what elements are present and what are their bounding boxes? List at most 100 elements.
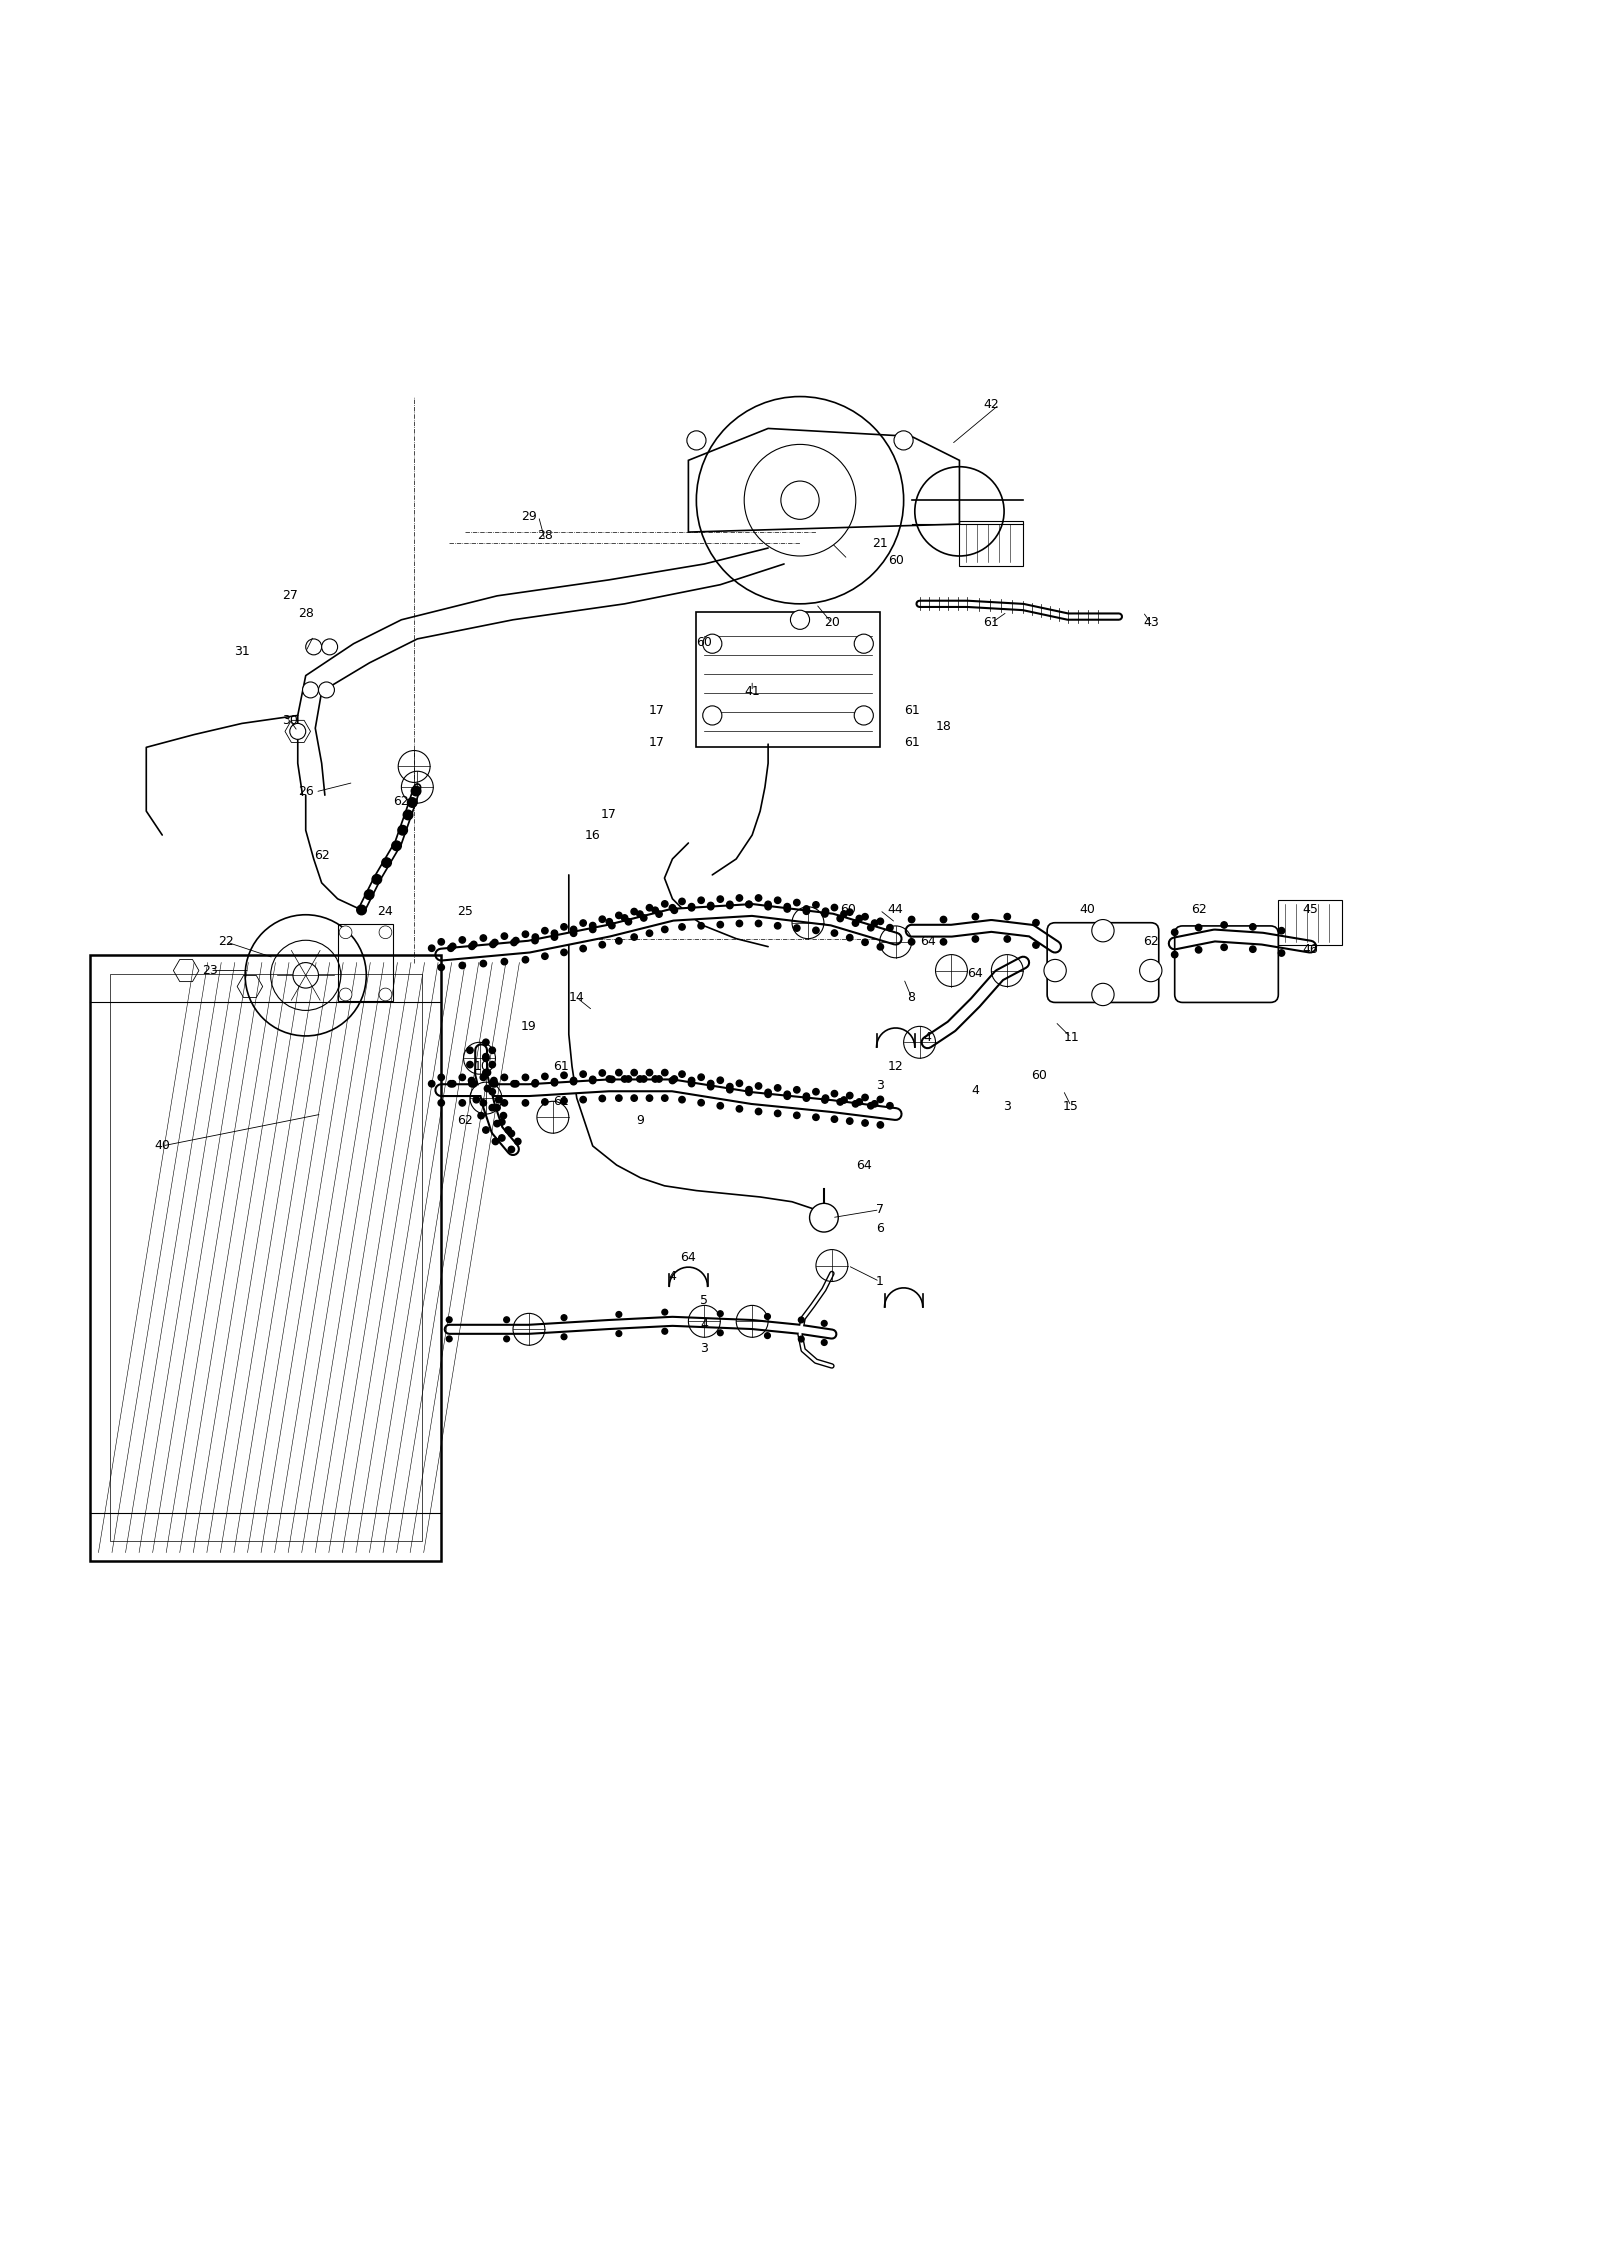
Circle shape bbox=[469, 1080, 475, 1087]
Circle shape bbox=[794, 899, 800, 906]
Circle shape bbox=[717, 1078, 723, 1083]
Circle shape bbox=[446, 1318, 453, 1322]
Circle shape bbox=[598, 1096, 605, 1101]
Circle shape bbox=[1250, 947, 1256, 951]
Circle shape bbox=[382, 859, 392, 868]
Circle shape bbox=[322, 640, 338, 655]
Circle shape bbox=[509, 1146, 515, 1153]
Circle shape bbox=[877, 918, 883, 924]
Text: 10: 10 bbox=[474, 1060, 490, 1073]
Circle shape bbox=[755, 1083, 762, 1089]
Circle shape bbox=[832, 1116, 838, 1123]
Text: 64: 64 bbox=[680, 1252, 696, 1263]
Circle shape bbox=[688, 904, 694, 911]
Circle shape bbox=[459, 963, 466, 970]
Circle shape bbox=[678, 1071, 685, 1078]
Circle shape bbox=[616, 1069, 622, 1076]
Circle shape bbox=[504, 1318, 509, 1322]
Text: 64: 64 bbox=[920, 936, 936, 949]
Circle shape bbox=[698, 1101, 704, 1105]
Circle shape bbox=[1278, 927, 1285, 933]
Circle shape bbox=[973, 936, 979, 942]
Circle shape bbox=[616, 1311, 622, 1318]
Circle shape bbox=[707, 904, 714, 911]
Circle shape bbox=[867, 1103, 874, 1110]
Circle shape bbox=[717, 1311, 723, 1318]
Circle shape bbox=[853, 1101, 859, 1107]
Circle shape bbox=[736, 1080, 742, 1087]
Circle shape bbox=[512, 938, 518, 945]
Circle shape bbox=[606, 918, 613, 924]
Text: 28: 28 bbox=[538, 529, 554, 542]
Circle shape bbox=[501, 933, 507, 940]
Circle shape bbox=[509, 1130, 515, 1137]
Circle shape bbox=[842, 911, 846, 918]
Circle shape bbox=[803, 1094, 810, 1101]
Circle shape bbox=[784, 906, 790, 913]
Circle shape bbox=[630, 909, 637, 915]
Circle shape bbox=[483, 1040, 490, 1046]
Circle shape bbox=[459, 1074, 466, 1080]
Circle shape bbox=[726, 1087, 733, 1094]
Circle shape bbox=[872, 1101, 878, 1107]
Text: 45: 45 bbox=[1302, 904, 1318, 918]
Circle shape bbox=[707, 1080, 714, 1087]
Circle shape bbox=[872, 920, 878, 927]
Text: 31: 31 bbox=[234, 644, 250, 658]
Circle shape bbox=[522, 1101, 528, 1105]
Circle shape bbox=[813, 902, 819, 909]
Circle shape bbox=[755, 895, 762, 902]
Circle shape bbox=[837, 915, 843, 922]
Circle shape bbox=[522, 1074, 528, 1080]
Circle shape bbox=[662, 1329, 667, 1333]
Circle shape bbox=[490, 1105, 496, 1112]
Circle shape bbox=[515, 1139, 522, 1144]
Circle shape bbox=[774, 897, 781, 904]
Circle shape bbox=[662, 1309, 667, 1315]
Circle shape bbox=[813, 1089, 819, 1094]
Circle shape bbox=[702, 705, 722, 725]
Circle shape bbox=[941, 938, 947, 945]
Circle shape bbox=[512, 1080, 518, 1087]
Circle shape bbox=[662, 927, 667, 933]
Text: 44: 44 bbox=[888, 904, 904, 918]
Circle shape bbox=[717, 1103, 723, 1110]
Bar bbox=[1278, 899, 1342, 945]
Text: 61: 61 bbox=[984, 617, 1000, 631]
Circle shape bbox=[490, 1080, 496, 1087]
Circle shape bbox=[1250, 924, 1256, 931]
Circle shape bbox=[339, 927, 352, 938]
Circle shape bbox=[506, 1128, 512, 1132]
Circle shape bbox=[688, 1078, 694, 1085]
Circle shape bbox=[469, 1078, 475, 1085]
Circle shape bbox=[542, 927, 549, 933]
Bar bbox=[338, 924, 394, 1001]
Circle shape bbox=[470, 940, 477, 947]
Circle shape bbox=[856, 1098, 862, 1105]
Circle shape bbox=[616, 1094, 622, 1101]
Circle shape bbox=[522, 931, 528, 938]
Text: 62: 62 bbox=[458, 1114, 474, 1128]
Text: 41: 41 bbox=[744, 685, 760, 698]
Text: 4: 4 bbox=[701, 1318, 709, 1331]
Circle shape bbox=[379, 927, 392, 938]
Circle shape bbox=[669, 1078, 675, 1085]
Circle shape bbox=[621, 915, 627, 922]
Circle shape bbox=[1032, 942, 1038, 949]
Circle shape bbox=[656, 1076, 662, 1083]
Circle shape bbox=[630, 933, 637, 940]
Text: 60: 60 bbox=[840, 904, 856, 918]
Text: 8: 8 bbox=[907, 992, 915, 1003]
Text: 23: 23 bbox=[202, 965, 218, 976]
Circle shape bbox=[646, 1069, 653, 1076]
Circle shape bbox=[774, 1085, 781, 1092]
Circle shape bbox=[822, 1094, 829, 1101]
Circle shape bbox=[1221, 945, 1227, 951]
Text: 40: 40 bbox=[154, 1139, 170, 1153]
Text: 20: 20 bbox=[824, 617, 840, 631]
Text: 15: 15 bbox=[1062, 1101, 1078, 1112]
Circle shape bbox=[570, 1078, 576, 1085]
Text: 42: 42 bbox=[984, 398, 1000, 411]
Circle shape bbox=[794, 1112, 800, 1119]
Circle shape bbox=[717, 1329, 723, 1336]
